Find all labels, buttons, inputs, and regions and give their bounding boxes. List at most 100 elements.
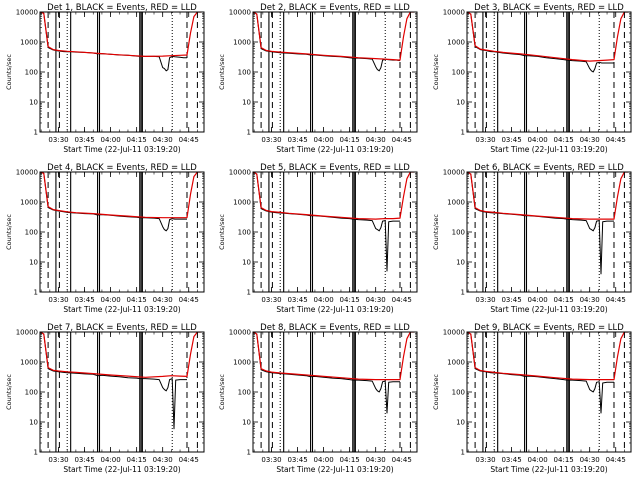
- x-tick-label: 04:45: [606, 456, 626, 464]
- y-tick-label: 1000: [20, 199, 38, 207]
- lld-series-line: [253, 332, 414, 381]
- events-series-line: [467, 172, 614, 275]
- x-tick-label: 03:30: [48, 136, 68, 144]
- x-axis-label: Start Time (22-Jul-11 03:19:20): [490, 305, 607, 314]
- x-tick-label: 04:45: [179, 296, 199, 304]
- y-axis-label: Counts/sec: [432, 54, 440, 90]
- panel-title: Det 7, BLACK = Events, RED = LLD: [47, 323, 197, 333]
- y-axis-label: Counts/sec: [5, 374, 13, 410]
- x-tick-label: 03:45: [287, 136, 307, 144]
- x-tick-label: 04:00: [528, 296, 548, 304]
- x-tick-label: 04:45: [606, 296, 626, 304]
- y-tick-label: 1: [34, 449, 38, 457]
- panel-title: Det 2, BLACK = Events, RED = LLD: [260, 3, 410, 13]
- y-tick-label: 1: [461, 449, 465, 457]
- x-tick-label: 04:00: [314, 456, 334, 464]
- panel-det-5: Det 5, BLACK = Events, RED = LLD Counts/s…: [218, 163, 418, 314]
- x-tick-label: 03:45: [74, 136, 94, 144]
- x-axis-label: Start Time (22-Jul-11 03:19:20): [276, 465, 393, 474]
- panel-det-2: Det 2, BLACK = Events, RED = LLD Counts/s…: [218, 3, 418, 154]
- y-tick-label: 1: [247, 289, 251, 297]
- y-tick-label: 100: [452, 389, 465, 397]
- y-tick-label: 10: [456, 259, 465, 267]
- y-tick-label: 1000: [447, 39, 465, 47]
- panel-det-4: Det 4, BLACK = Events, RED = LLD Counts/s…: [5, 163, 205, 314]
- x-tick-label: 04:15: [340, 136, 360, 144]
- panel-title: Det 9, BLACK = Events, RED = LLD: [474, 323, 624, 333]
- panel-det-8: Det 8, BLACK = Events, RED = LLD Counts/s…: [218, 323, 418, 474]
- x-tick-label: 04:45: [606, 136, 626, 144]
- y-tick-label: 1: [247, 449, 251, 457]
- y-tick-label: 10000: [16, 9, 38, 17]
- y-tick-label: 10000: [229, 9, 251, 17]
- y-tick-label: 100: [452, 229, 465, 237]
- x-tick-label: 04:30: [580, 456, 600, 464]
- y-tick-label: 10: [456, 419, 465, 427]
- x-tick-label: 03:45: [74, 456, 94, 464]
- y-tick-label: 10: [242, 259, 251, 267]
- y-tick-label: 10000: [443, 9, 465, 17]
- x-axis-label: Start Time (22-Jul-11 03:19:20): [63, 145, 180, 154]
- y-tick-label: 100: [25, 229, 38, 237]
- lld-series-line: [40, 332, 201, 378]
- panel-det-9: Det 9, BLACK = Events, RED = LLD Counts/s…: [432, 323, 632, 474]
- y-tick-label: 10: [29, 419, 38, 427]
- x-tick-label: 04:45: [179, 136, 199, 144]
- panel-title: Det 6, BLACK = Events, RED = LLD: [474, 163, 624, 173]
- x-tick-label: 04:30: [580, 136, 600, 144]
- x-tick-label: 03:45: [501, 456, 521, 464]
- y-tick-label: 100: [25, 389, 38, 397]
- x-tick-label: 04:45: [179, 456, 199, 464]
- panel-det-3: Det 3, BLACK = Events, RED = LLD Counts/s…: [432, 3, 632, 154]
- y-tick-label: 10000: [443, 329, 465, 337]
- x-axis-label: Start Time (22-Jul-11 03:19:20): [276, 305, 393, 314]
- panel-title: Det 3, BLACK = Events, RED = LLD: [474, 3, 624, 13]
- y-axis-label: Counts/sec: [218, 374, 226, 410]
- y-tick-label: 1000: [447, 359, 465, 367]
- x-tick-label: 03:45: [287, 296, 307, 304]
- panel-title: Det 5, BLACK = Events, RED = LLD: [260, 163, 410, 173]
- y-tick-label: 1: [461, 289, 465, 297]
- x-tick-label: 04:00: [101, 296, 121, 304]
- y-tick-label: 1000: [20, 39, 38, 47]
- lld-series-line: [253, 172, 414, 220]
- x-axis-label: Start Time (22-Jul-11 03:19:20): [490, 465, 607, 474]
- x-tick-label: 04:15: [127, 296, 147, 304]
- x-axis-label: Start Time (22-Jul-11 03:19:20): [63, 305, 180, 314]
- lld-series-line: [40, 12, 201, 58]
- y-tick-label: 100: [238, 389, 251, 397]
- x-tick-label: 04:45: [392, 456, 412, 464]
- x-tick-label: 03:30: [475, 136, 495, 144]
- events-series-line: [467, 332, 614, 414]
- y-tick-label: 10: [456, 99, 465, 107]
- x-tick-label: 04:45: [392, 296, 412, 304]
- x-axis-label: Start Time (22-Jul-11 03:19:20): [63, 465, 180, 474]
- y-tick-label: 10: [29, 259, 38, 267]
- x-tick-label: 04:00: [314, 136, 334, 144]
- y-tick-label: 10000: [16, 329, 38, 337]
- lld-series-line: [40, 172, 201, 219]
- x-tick-label: 04:30: [580, 296, 600, 304]
- x-tick-label: 04:45: [392, 136, 412, 144]
- x-tick-label: 04:15: [340, 296, 360, 304]
- events-series-line: [40, 332, 187, 430]
- y-axis-label: Counts/sec: [432, 374, 440, 410]
- y-axis-label: Counts/sec: [218, 214, 226, 250]
- y-tick-label: 10: [29, 99, 38, 107]
- x-tick-label: 04:15: [127, 456, 147, 464]
- x-tick-label: 04:00: [314, 296, 334, 304]
- y-tick-label: 100: [238, 69, 251, 77]
- y-tick-label: 1000: [233, 39, 251, 47]
- x-tick-label: 04:30: [153, 456, 173, 464]
- x-tick-label: 04:00: [101, 456, 121, 464]
- y-axis-label: Counts/sec: [5, 214, 13, 250]
- y-axis-label: Counts/sec: [432, 214, 440, 250]
- y-tick-label: 100: [25, 69, 38, 77]
- y-tick-label: 10000: [229, 169, 251, 177]
- y-tick-label: 10000: [16, 169, 38, 177]
- y-tick-label: 1: [247, 129, 251, 137]
- panel-title: Det 4, BLACK = Events, RED = LLD: [47, 163, 197, 173]
- lld-series-line: [467, 12, 628, 62]
- x-tick-label: 04:15: [554, 456, 574, 464]
- lld-series-line: [467, 172, 628, 220]
